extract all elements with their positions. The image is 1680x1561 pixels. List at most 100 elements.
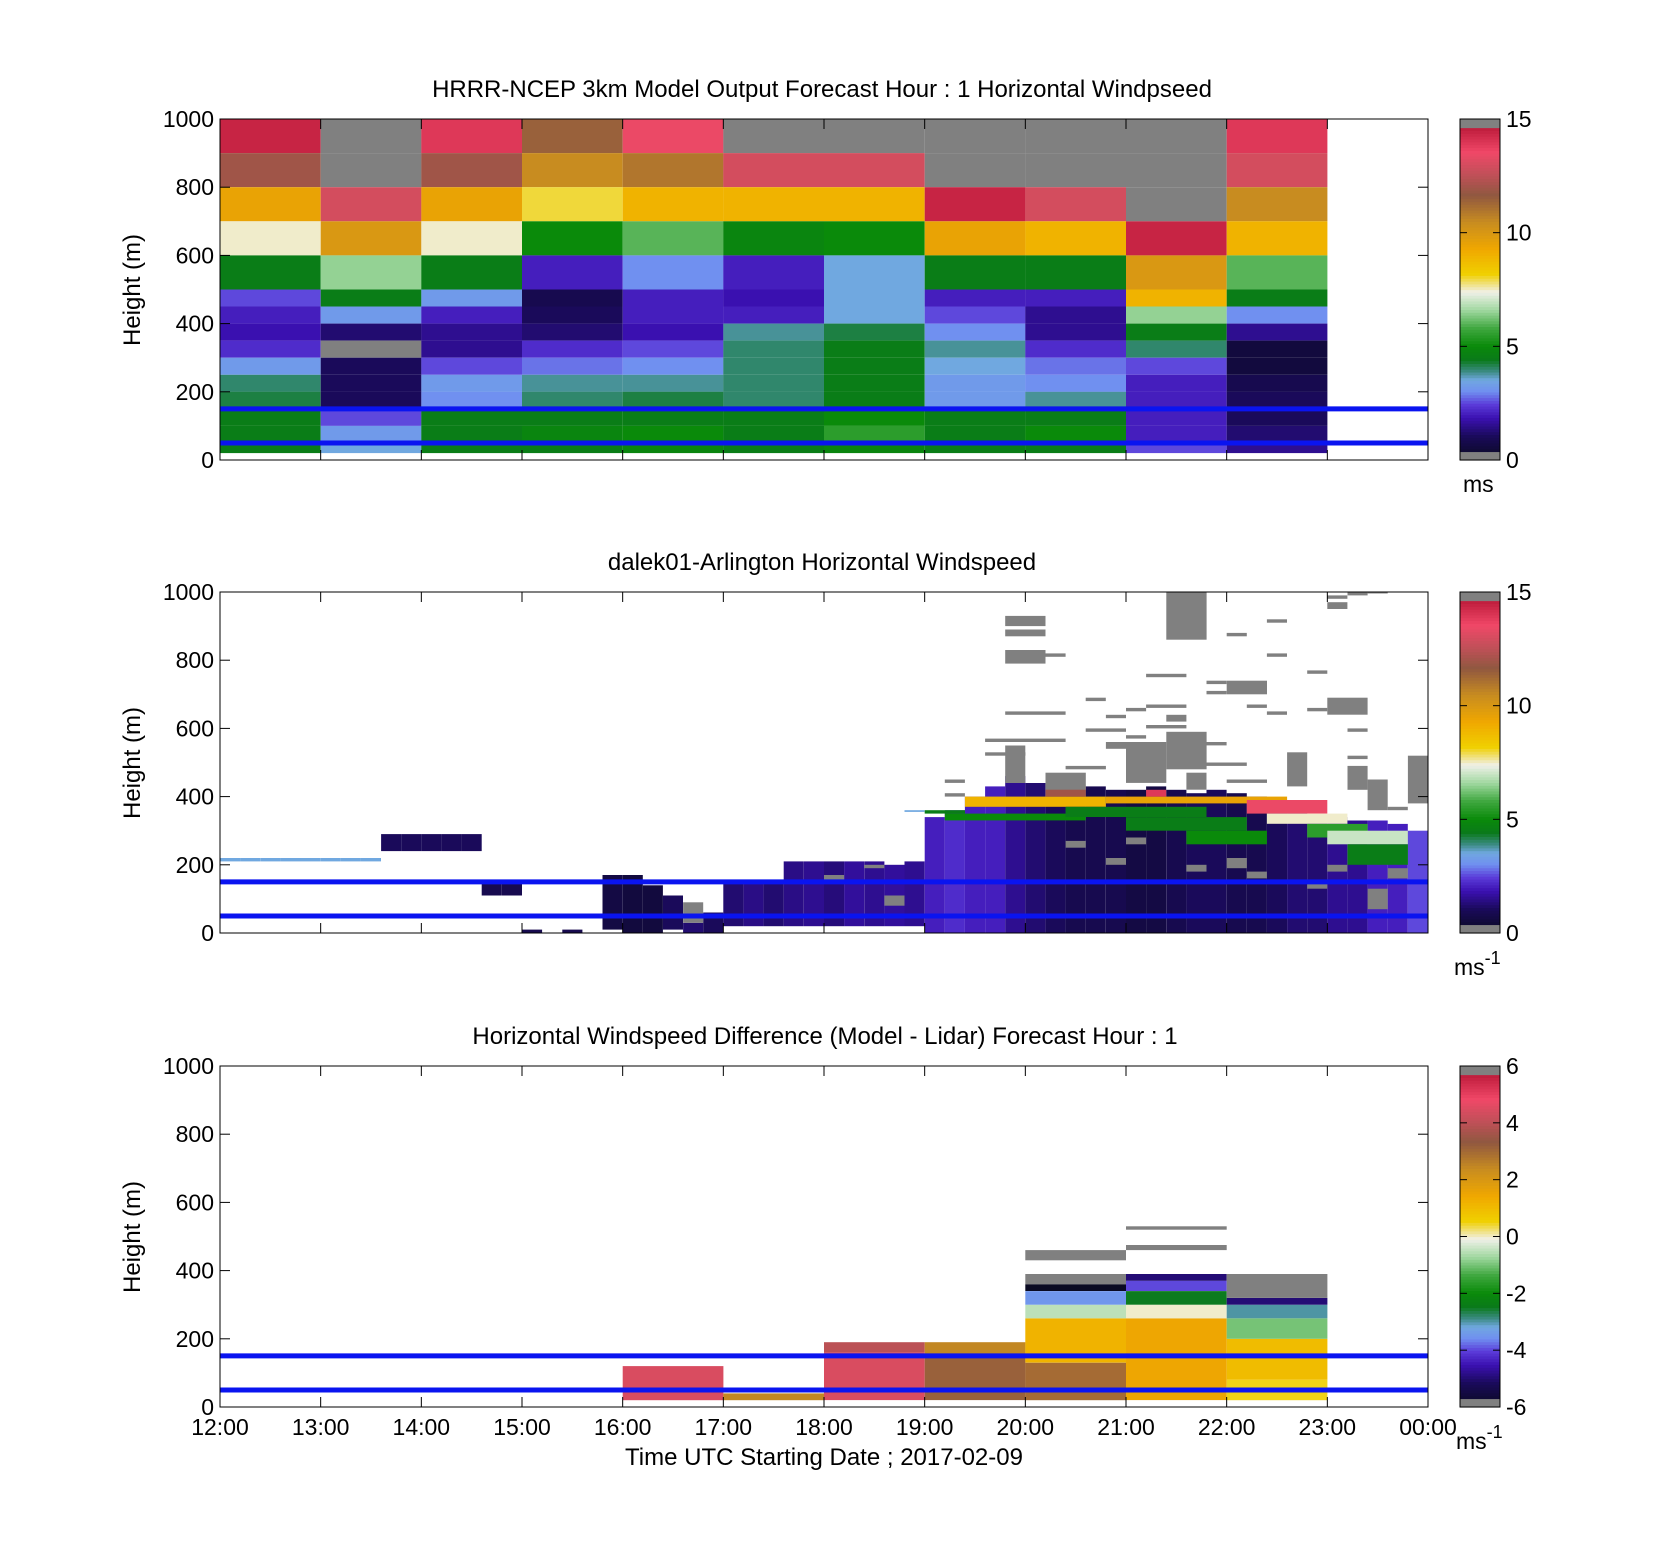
y-tick-label: 1000 [163,106,214,132]
heatmap-cell [1126,391,1227,409]
difference-cell [1025,1291,1126,1305]
heatmap-cell [522,357,623,375]
difference-cell [1025,1250,1126,1261]
heatmap-cell [421,323,522,341]
panel-title: dalek01-Arlington Horizontal Windspeed [608,549,1036,576]
heatmap-cell [421,357,522,375]
lidar-profile [1246,796,1267,933]
heatmap-cell [723,425,824,443]
y-tick-label: 0 [201,447,214,473]
heatmap-cell [220,153,321,188]
heatmap-cell [622,255,724,290]
colorbar-swatch [1460,739,1500,744]
colorbar-swatch [1460,161,1500,166]
colorbar-swatch [1460,261,1500,265]
colorbar-swatch [1460,844,1500,849]
colorbar-swatch [1460,374,1500,379]
y-tick-label: 0 [201,920,214,946]
out-of-range-segment [1186,864,1207,872]
colorbar-swatch [1460,218,1500,222]
heatmap-cell [1025,323,1126,341]
colorbar-swatch [1460,164,1500,168]
colorbar-swatch [1460,734,1500,738]
colorbar-swatch [1460,1154,1500,1158]
colorbar-swatch [1460,349,1500,353]
lidar-profile [924,817,945,933]
colorbar-swatch [1460,1253,1500,1257]
out-of-range-segment [1327,697,1368,715]
colorbar-swatch [1460,334,1500,339]
heatmap-cell [723,391,824,409]
out-of-range-segment [1186,619,1207,627]
out-of-range-segment [1005,745,1026,783]
heatmap-cell [1226,425,1328,443]
lidar-band [1266,813,1348,824]
colorbar-swatch [1460,1188,1500,1192]
colorbar-swatch [1460,702,1500,707]
heatmap-cell [1025,255,1126,290]
colorbar-swatch [1460,699,1500,704]
colorbar-swatch [1460,320,1500,325]
lidar-profile [1085,786,1106,933]
colorbar-swatch [1460,457,1500,461]
colorbar-swatch [1460,329,1500,333]
colorbar-swatch [1460,674,1500,678]
out-of-range-segment [1266,619,1287,623]
colorbar-swatch [1460,927,1500,931]
heatmap-cell [320,289,422,307]
heatmap-cell [622,119,724,154]
colorbar-swatch [1460,881,1500,886]
colorbar-swatch [1460,776,1500,781]
lidar-band [924,810,965,814]
lidar-profile [662,895,683,930]
heatmap-cell [1126,357,1227,375]
x-tick-label: 18:00 [795,1414,853,1440]
colorbar-swatch [1460,830,1500,835]
colorbar-tick-label: 10 [1506,220,1532,246]
heatmap-cell [824,425,925,443]
heatmap-cell [622,221,724,256]
colorbar-swatch [1460,363,1500,367]
out-of-range-segment [985,738,1066,742]
out-of-range-segment [1206,762,1247,766]
colorbar-swatch [1460,594,1500,599]
colorbar-swatch [1460,249,1500,254]
colorbar-swatch [1460,280,1500,285]
heatmap-cell [522,119,623,154]
lidar-profile [1025,783,1046,933]
colorbar-swatch [1460,722,1500,727]
heatmap-cell [220,374,321,392]
colorbar-swatch [1460,408,1500,413]
heatmap-cell [1226,187,1328,222]
heatmap-cell [421,408,522,426]
difference-cell [1126,1245,1227,1251]
colorbar-swatch [1460,181,1500,185]
heatmap-cell [522,221,623,256]
colorbar-swatch [1460,388,1500,393]
out-of-range-segment [944,793,965,797]
colorbar-swatch [1460,1344,1500,1348]
out-of-range-segment [1407,755,1428,804]
colorbar-swatch [1460,643,1500,647]
y-tick-label: 400 [176,1258,214,1284]
colorbar-swatch [1460,309,1500,313]
heatmap-cell [924,340,1026,358]
x-tick-label: 23:00 [1299,1414,1357,1440]
colorbar-tick-label: 2 [1506,1167,1519,1193]
colorbar-swatch [1460,124,1500,129]
heatmap-cell [421,425,522,443]
heatmap-cell [522,289,623,307]
colorbar-swatch [1460,386,1500,390]
colorbar-swatch [1460,1321,1500,1326]
colorbar-tick-label: 0 [1506,447,1519,473]
difference-cell [924,1342,1026,1356]
lidar-profile [944,810,965,933]
lidar-band [1126,817,1247,831]
colorbar-swatch [1460,799,1500,803]
out-of-range-segment [864,864,885,869]
colorbar-swatch [1460,172,1500,177]
colorbar-swatch [1460,201,1500,205]
heatmap-cell [320,187,422,222]
colorbar-swatch [1460,884,1500,889]
colorbar-swatch [1460,215,1500,220]
